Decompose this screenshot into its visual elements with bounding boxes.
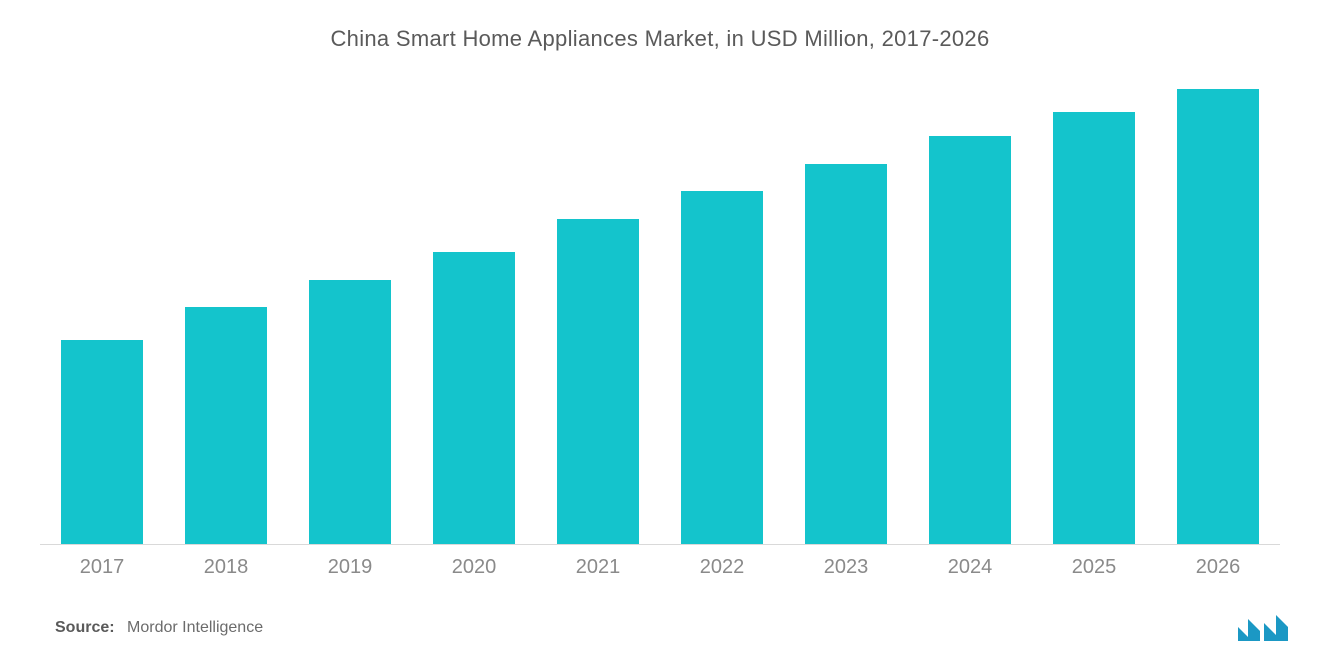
bar-slot — [536, 80, 660, 544]
x-label: 2020 — [412, 556, 536, 579]
source-text: Mordor Intelligence — [127, 619, 263, 636]
bar-2020 — [433, 252, 515, 544]
bar-slot — [908, 80, 1032, 544]
x-label: 2017 — [40, 556, 164, 579]
bar-2025 — [1053, 112, 1135, 544]
brand-logo-icon — [1236, 613, 1290, 643]
bar-slot — [1032, 80, 1156, 544]
x-label: 2026 — [1156, 556, 1280, 579]
x-label: 2021 — [536, 556, 660, 579]
x-label: 2025 — [1032, 556, 1156, 579]
plot-area — [40, 80, 1280, 545]
bar-slot — [660, 80, 784, 544]
bar-slot — [1156, 80, 1280, 544]
baseline — [40, 544, 1280, 545]
bar-2017 — [61, 340, 143, 544]
bar-2024 — [929, 136, 1011, 544]
x-label: 2023 — [784, 556, 908, 579]
bar-2021 — [557, 219, 639, 544]
bar-2023 — [805, 164, 887, 544]
chart-title: China Smart Home Appliances Market, in U… — [40, 26, 1280, 52]
x-label: 2022 — [660, 556, 784, 579]
bar-slot — [288, 80, 412, 544]
bar-2018 — [185, 307, 267, 544]
bar-slot — [40, 80, 164, 544]
bar-slot — [412, 80, 536, 544]
bar-slot — [784, 80, 908, 544]
x-label: 2018 — [164, 556, 288, 579]
x-label: 2019 — [288, 556, 412, 579]
source-line: Source: Mordor Intelligence — [55, 619, 263, 637]
bar-2022 — [681, 191, 763, 544]
bar-2026 — [1177, 89, 1259, 544]
x-labels-row: 2017 2018 2019 2020 2021 2022 2023 2024 … — [40, 556, 1280, 579]
source-label: Source: — [55, 619, 115, 636]
bar-2019 — [309, 280, 391, 544]
bars-row — [40, 80, 1280, 544]
chart-container: China Smart Home Appliances Market, in U… — [0, 0, 1320, 665]
x-label: 2024 — [908, 556, 1032, 579]
bar-slot — [164, 80, 288, 544]
